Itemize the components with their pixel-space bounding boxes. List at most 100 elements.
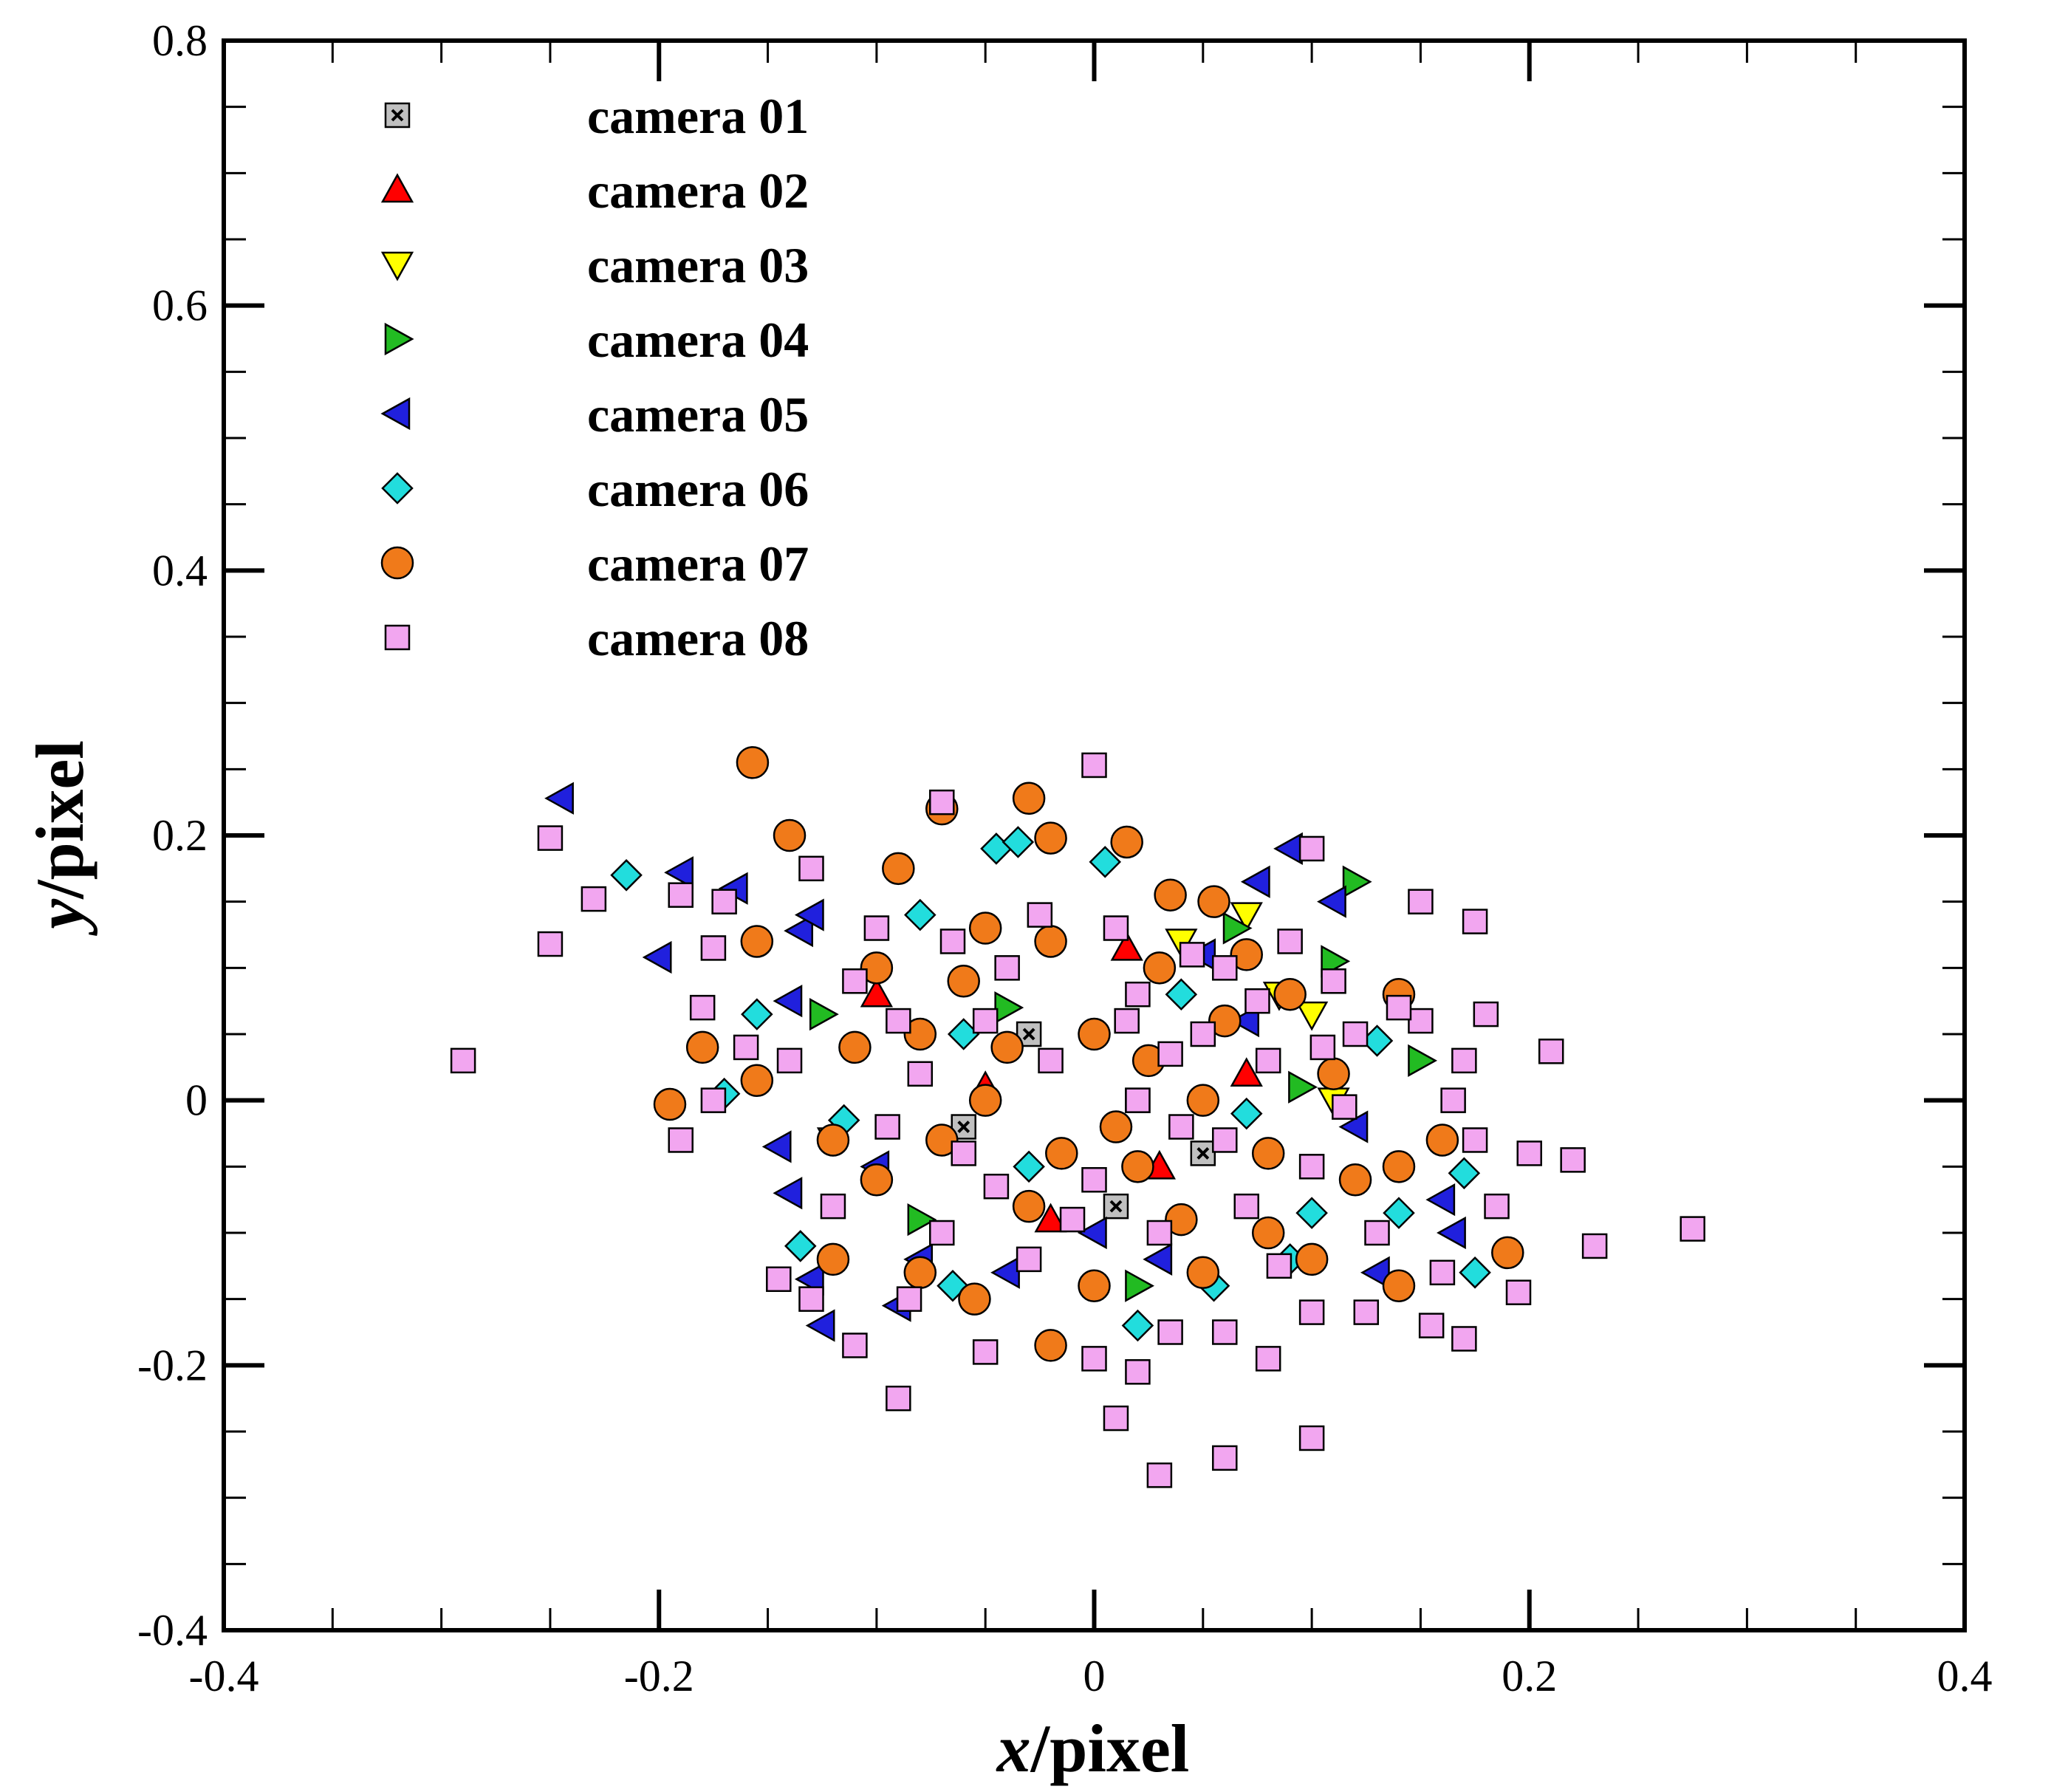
data-point	[1451, 1047, 1477, 1074]
data-point	[1273, 832, 1303, 866]
data-point	[773, 1177, 803, 1210]
data-point	[1081, 752, 1107, 779]
data-point	[711, 889, 737, 914]
legend-marker	[380, 546, 414, 580]
data-point	[1230, 902, 1263, 932]
data-point	[1309, 1034, 1336, 1061]
data-point	[1298, 1299, 1325, 1325]
data-point	[907, 1061, 934, 1087]
y-axis-title-unit: /pixel	[22, 740, 97, 900]
data-point	[1125, 1087, 1151, 1113]
legend: camera 01 camera 02 camera 03 camera 04 came…	[380, 88, 809, 666]
data-point	[1197, 885, 1230, 918]
data-point	[972, 1339, 999, 1365]
data-point	[1099, 1110, 1133, 1143]
data-point	[896, 1286, 922, 1312]
x-axis-title-var: x	[996, 1711, 1031, 1786]
data-point	[1212, 1127, 1238, 1153]
data-point	[773, 985, 803, 1018]
legend-marker	[384, 102, 411, 129]
data-point	[1121, 1150, 1154, 1183]
data-point	[784, 1230, 817, 1262]
data-point	[1212, 1445, 1238, 1471]
data-point	[1081, 1346, 1107, 1372]
data-point	[1081, 1167, 1107, 1193]
data-point	[784, 914, 814, 948]
data-point	[1298, 1154, 1325, 1180]
data-point	[1146, 1462, 1173, 1488]
legend-label: camera 05	[587, 386, 809, 442]
data-point	[1110, 825, 1143, 859]
data-point	[1459, 1256, 1491, 1289]
data-point	[1121, 1309, 1154, 1342]
legend-marker	[381, 472, 414, 505]
legend-marker	[380, 251, 414, 281]
x-axis-title-unit: /pixel	[1030, 1711, 1190, 1786]
data-point	[1034, 925, 1067, 958]
data-point	[951, 1140, 976, 1166]
data-point	[1484, 1193, 1510, 1220]
data-point	[1332, 1094, 1357, 1120]
data-point	[968, 912, 1002, 945]
axis-ticks	[222, 38, 1967, 1632]
data-point	[733, 1034, 759, 1061]
data-point	[1408, 1008, 1434, 1034]
legend-label: camera 01	[587, 88, 809, 144]
data-point	[685, 1030, 719, 1064]
data-point	[1448, 1157, 1481, 1190]
data-point	[1222, 912, 1253, 945]
data-point	[740, 925, 774, 958]
data-point	[1186, 1084, 1220, 1117]
legend-label: camera 04	[587, 312, 809, 368]
legend-label: camera 03	[587, 237, 809, 293]
data-point	[1408, 1044, 1438, 1077]
data-point	[776, 1047, 803, 1074]
data-point	[903, 1017, 937, 1051]
data-point	[1059, 1206, 1086, 1233]
data-point	[1110, 931, 1143, 961]
data-point	[1013, 1150, 1045, 1183]
data-point	[925, 1124, 959, 1157]
legend-label: camera 07	[587, 536, 809, 592]
data-point	[1230, 1057, 1263, 1087]
data-point	[860, 1163, 894, 1197]
y-tick-label: -0.4	[137, 1606, 208, 1655]
data-point	[1273, 977, 1307, 1011]
data-point	[1462, 1127, 1488, 1153]
data-point-cross	[1109, 1200, 1123, 1213]
data-point	[1114, 1008, 1140, 1034]
data-point	[1103, 915, 1129, 941]
legend-marker	[384, 624, 411, 651]
data-point	[874, 1114, 900, 1140]
data-point	[939, 929, 966, 954]
data-point	[1208, 1004, 1242, 1038]
data-point	[1680, 1216, 1705, 1242]
legend-marker	[380, 173, 414, 203]
data-point	[1230, 1097, 1263, 1130]
data-point	[860, 977, 893, 1008]
data-point	[1233, 1193, 1259, 1220]
data-point	[1089, 846, 1121, 878]
data-point	[1034, 821, 1067, 855]
x-tick-label: -0.2	[624, 1652, 694, 1700]
data-point	[1538, 1039, 1564, 1064]
data-point	[886, 1008, 911, 1034]
data-point	[863, 915, 890, 941]
data-point	[805, 1309, 835, 1342]
data-point	[1125, 981, 1151, 1008]
data-point	[1288, 1070, 1318, 1104]
data-point	[1505, 1279, 1532, 1305]
data-point	[994, 955, 1020, 981]
y-axis-title-var: y	[22, 898, 97, 937]
data-point	[740, 1064, 774, 1098]
data-point	[668, 1127, 694, 1153]
data-point	[1190, 1140, 1216, 1166]
data-point	[1425, 1124, 1459, 1157]
data-point	[700, 1087, 727, 1113]
series-camera-08	[450, 752, 1705, 1488]
data-point	[1255, 1346, 1281, 1372]
data-point	[842, 1333, 868, 1358]
data-point	[798, 855, 824, 882]
y-tick-label: 0.6	[152, 281, 208, 330]
data-point	[929, 789, 955, 815]
